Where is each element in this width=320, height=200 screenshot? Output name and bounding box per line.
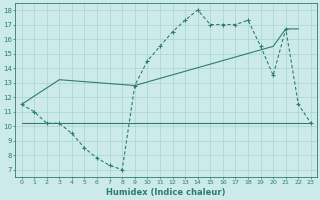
X-axis label: Humidex (Indice chaleur): Humidex (Indice chaleur) bbox=[107, 188, 226, 197]
